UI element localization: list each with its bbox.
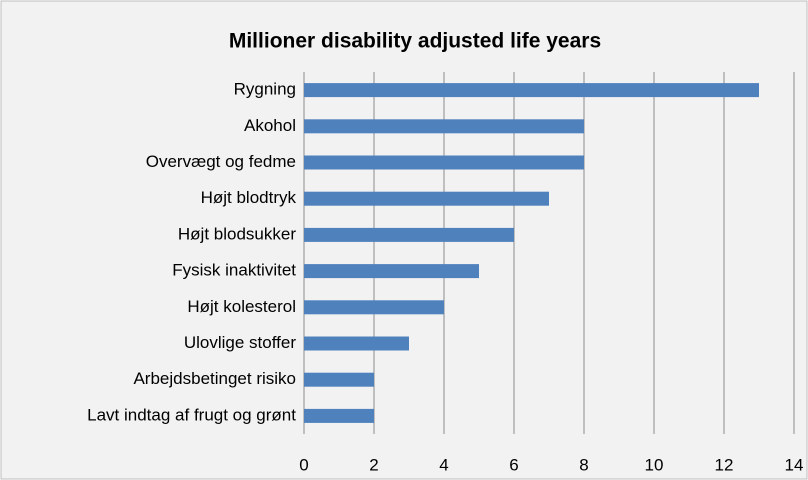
y-tick-label: Arbejdsbetinget risiko — [133, 369, 296, 388]
bar — [304, 191, 549, 206]
y-tick-label: Fysisk inaktivitet — [172, 261, 296, 280]
x-tick-label: 6 — [509, 455, 518, 474]
bar — [304, 227, 514, 242]
x-tick-label: 12 — [715, 455, 734, 474]
bar — [304, 336, 409, 351]
y-tick-label: Lavt indtag af frugt og grønt — [87, 405, 296, 424]
y-tick-label: Ulovlige stoffer — [184, 333, 296, 352]
bar — [304, 83, 759, 98]
bar — [304, 300, 444, 315]
y-tick-label: Overvægt og fedme — [146, 152, 296, 171]
x-tick-label: 2 — [369, 455, 378, 474]
x-tick-label: 8 — [579, 455, 588, 474]
y-tick-label: Højt blodsukker — [178, 224, 296, 243]
x-tick-label: 4 — [439, 455, 448, 474]
bar — [304, 119, 584, 134]
x-tick-label: 14 — [785, 455, 804, 474]
x-tick-label: 10 — [645, 455, 664, 474]
y-tick-label: Akohol — [244, 116, 296, 135]
chart-title: Millioner disability adjusted life years — [229, 30, 601, 53]
bar — [304, 408, 374, 423]
bar — [304, 372, 374, 387]
y-tick-label: Højt kolesterol — [187, 297, 296, 316]
bar — [304, 155, 584, 170]
y-tick-label: Højt blodtryk — [201, 188, 297, 207]
x-tick-label: 0 — [299, 455, 308, 474]
bar — [304, 264, 479, 279]
y-tick-label: Rygning — [234, 80, 296, 99]
